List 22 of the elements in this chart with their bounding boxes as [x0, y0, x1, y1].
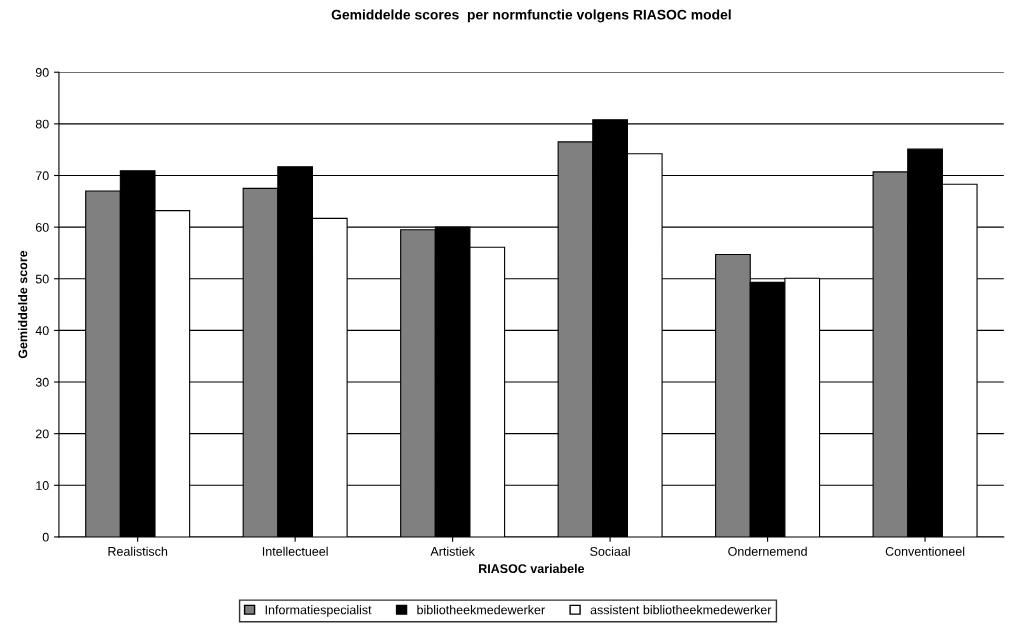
y-axis-title: Gemiddelde score: [18, 250, 28, 359]
y-tick-label: 10: [36, 481, 49, 490]
y-tick-label: 80: [35, 119, 49, 129]
x-tick-label: Conventioneel: [885, 546, 965, 556]
legend-label: Informatiespecialist: [265, 605, 372, 617]
y-tick-label: 90: [35, 68, 49, 77]
x-tick-label: Sociaal: [590, 546, 630, 556]
chart-title: Gemiddelde scores per normfunctie volgens RIASOC model: [331, 9, 731, 23]
y-tick-label: 60: [35, 222, 49, 232]
x-tick-label: Ondernemend: [728, 546, 807, 556]
legend-label: bibliotheekmedewerker: [417, 605, 545, 615]
y-tick-label: 20: [35, 429, 49, 439]
legend-label: assistent bibliotheekmedewerker: [590, 605, 772, 615]
y-tick-label: 30: [35, 377, 49, 387]
x-tick-label: Intellectueel: [262, 546, 328, 556]
x-tick-label: Realistisch: [108, 546, 168, 556]
y-tick-label: 40: [35, 326, 49, 336]
y-tick-label: 0: [42, 532, 49, 542]
x-axis-title: RIASOC variabele: [479, 563, 585, 574]
y-tick-label: 70: [35, 171, 49, 181]
y-tick-label: 50: [35, 274, 49, 284]
x-tick-label: Artistiek: [430, 546, 475, 556]
